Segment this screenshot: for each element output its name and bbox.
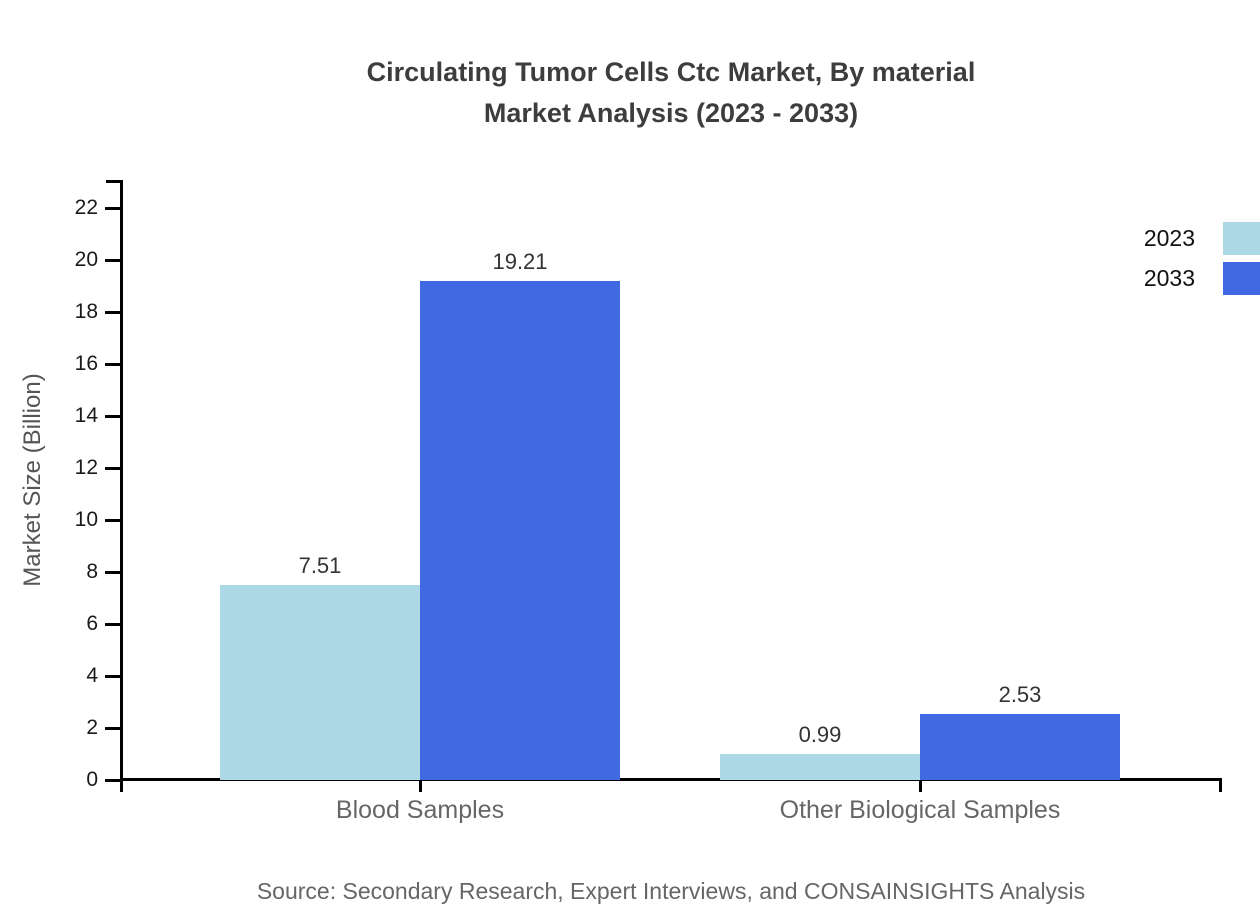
y-tick <box>105 467 120 470</box>
legend-swatch-2033 <box>1223 262 1260 295</box>
bar-value-label-2033-blood-samples: 19.21 <box>492 249 548 274</box>
y-tick-label: 0 <box>86 768 98 791</box>
y-tick <box>105 623 120 626</box>
legend-label-2033: 2033 <box>1143 265 1195 291</box>
y-tick-label: 10 <box>74 508 98 531</box>
y-tick-label: 2 <box>86 716 98 739</box>
y-axis-line <box>120 180 123 792</box>
y-tick-label: 18 <box>74 300 98 323</box>
y-tick-label: 8 <box>86 560 98 583</box>
legend-swatch-2023 <box>1223 222 1260 255</box>
y-tick <box>105 259 120 262</box>
y-tick-label: 20 <box>74 248 98 271</box>
x-category-label-blood-samples: Blood Samples <box>335 796 505 824</box>
x-tick <box>419 778 422 792</box>
x-axis-end-tick <box>1219 778 1222 792</box>
chart-title-line1: Circulating Tumor Cells Ctc Market, By m… <box>366 57 976 87</box>
y-tick <box>105 675 120 678</box>
y-tick <box>105 519 120 522</box>
bar-2023-other-biological-samples <box>720 754 920 780</box>
chart-title-line2: Market Analysis (2023 - 2033) <box>483 98 859 128</box>
bar-2033-blood-samples <box>420 281 620 780</box>
bar-2033-other-biological-samples <box>920 714 1120 780</box>
y-tick-label: 14 <box>74 404 98 427</box>
y-tick <box>105 727 120 730</box>
y-tick <box>105 571 120 574</box>
x-category-label-other-biological-samples: Other Biological Samples <box>779 796 1061 824</box>
y-tick-label: 22 <box>74 196 98 219</box>
y-tick <box>105 779 120 782</box>
source-note: Source: Secondary Research, Expert Inter… <box>256 878 1086 904</box>
bar-2023-blood-samples <box>220 585 420 780</box>
x-axis-line <box>120 778 1222 781</box>
y-tick <box>105 311 120 314</box>
bar-value-label-2023-other-biological-samples: 0.99 <box>798 722 842 747</box>
x-tick <box>919 778 922 792</box>
y-axis-top-cap <box>106 180 123 183</box>
y-tick <box>105 363 120 366</box>
y-tick <box>105 207 120 210</box>
legend-label-2023: 2023 <box>1143 225 1195 251</box>
y-tick-label: 16 <box>74 352 98 375</box>
y-tick-label: 4 <box>86 664 98 687</box>
bar-value-label-2033-other-biological-samples: 2.53 <box>998 682 1042 707</box>
y-tick <box>105 415 120 418</box>
chart-title: Circulating Tumor Cells Ctc Market, By m… <box>122 52 1220 134</box>
y-tick-label: 6 <box>86 612 98 635</box>
bar-value-label-2023-blood-samples: 7.51 <box>298 553 342 578</box>
y-tick-label: 12 <box>74 456 98 479</box>
